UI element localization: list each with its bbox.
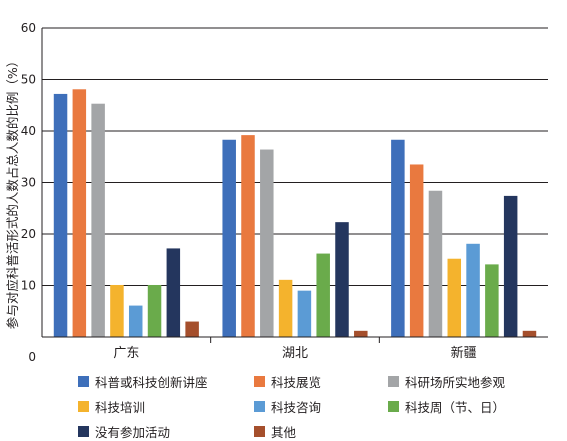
bar (297, 290, 312, 337)
bar (241, 135, 255, 337)
grid-lines (42, 27, 548, 286)
bars (53, 89, 537, 337)
legend-swatch (254, 401, 265, 412)
bar (91, 103, 105, 337)
legend-item: 科技培训 (78, 397, 254, 416)
bar (222, 139, 236, 337)
legend-swatch (78, 426, 89, 437)
legend-swatch (254, 376, 265, 387)
legend-item: 科普或科技创新讲座 (78, 372, 254, 391)
bar (260, 149, 274, 337)
legend-item: 科研场所实地参观 (388, 372, 558, 391)
legend-item: 科技周（节、日） (388, 397, 558, 416)
axes: 0 10 20 30 40 50 60 广东 湖北 新疆 (21, 21, 548, 364)
legend-item: 科技咨询 (254, 397, 388, 416)
bar (278, 279, 293, 337)
legend-item: 没有参加活动 (78, 422, 254, 441)
bar (128, 305, 143, 337)
bar (147, 284, 162, 337)
bar (391, 139, 405, 337)
legend-item: 其他 (254, 422, 388, 441)
bar (72, 89, 87, 337)
bar (110, 284, 124, 337)
legend-swatch (388, 376, 399, 387)
bar (522, 330, 537, 337)
legend-item: 科技展览 (254, 372, 388, 391)
legend: 科普或科技创新讲座 科技展览 科研场所实地参观科技培训 科技咨询 科技周（节、日） 没有参… (78, 372, 558, 441)
category-label: 新疆 (451, 345, 477, 361)
bar (316, 253, 330, 337)
y-tick-label: 40 (21, 124, 36, 138)
legend-swatch (78, 401, 89, 412)
legend-swatch (78, 376, 89, 387)
category-label: 广东 (113, 346, 139, 361)
bar (485, 264, 499, 337)
legend-label: 科普或科技创新讲座 (95, 375, 208, 390)
legend-swatch (388, 401, 399, 412)
legend-label: 科研场所实地参观 (405, 375, 506, 390)
bar (335, 222, 349, 337)
legend-label: 科技展览 (271, 375, 322, 390)
category-label: 湖北 (282, 346, 308, 361)
bar (409, 164, 424, 337)
bar (503, 195, 518, 337)
bar (447, 258, 462, 337)
y-axis-label: 参与对应科普活形式的人数占总人数的比例（%） (5, 55, 20, 329)
y-tick-label: 10 (21, 279, 36, 293)
legend-label: 科技周（节、日） (405, 400, 506, 415)
legend-label: 没有参加活动 (95, 425, 171, 440)
y-tick-label: 50 (21, 73, 36, 87)
bar (166, 248, 181, 337)
legend-label: 科技咨询 (271, 400, 322, 415)
bar-chart-svg: 0 10 20 30 40 50 60 广东 湖北 新疆 参与对应科普活形式的人数占总人数的比例（… (5, 21, 548, 364)
bar (185, 321, 199, 337)
y-tick-label: 20 (21, 227, 36, 241)
bar (428, 190, 443, 337)
bar (354, 330, 368, 337)
y-tick-label: 30 (21, 176, 36, 190)
legend-label: 其他 (271, 425, 297, 440)
bar (53, 93, 68, 337)
y-tick-label: 0 (28, 350, 36, 364)
y-tick-label: 60 (21, 21, 36, 35)
legend-swatch (254, 426, 265, 437)
legend-label: 科技培训 (95, 400, 146, 415)
bar (466, 243, 480, 337)
